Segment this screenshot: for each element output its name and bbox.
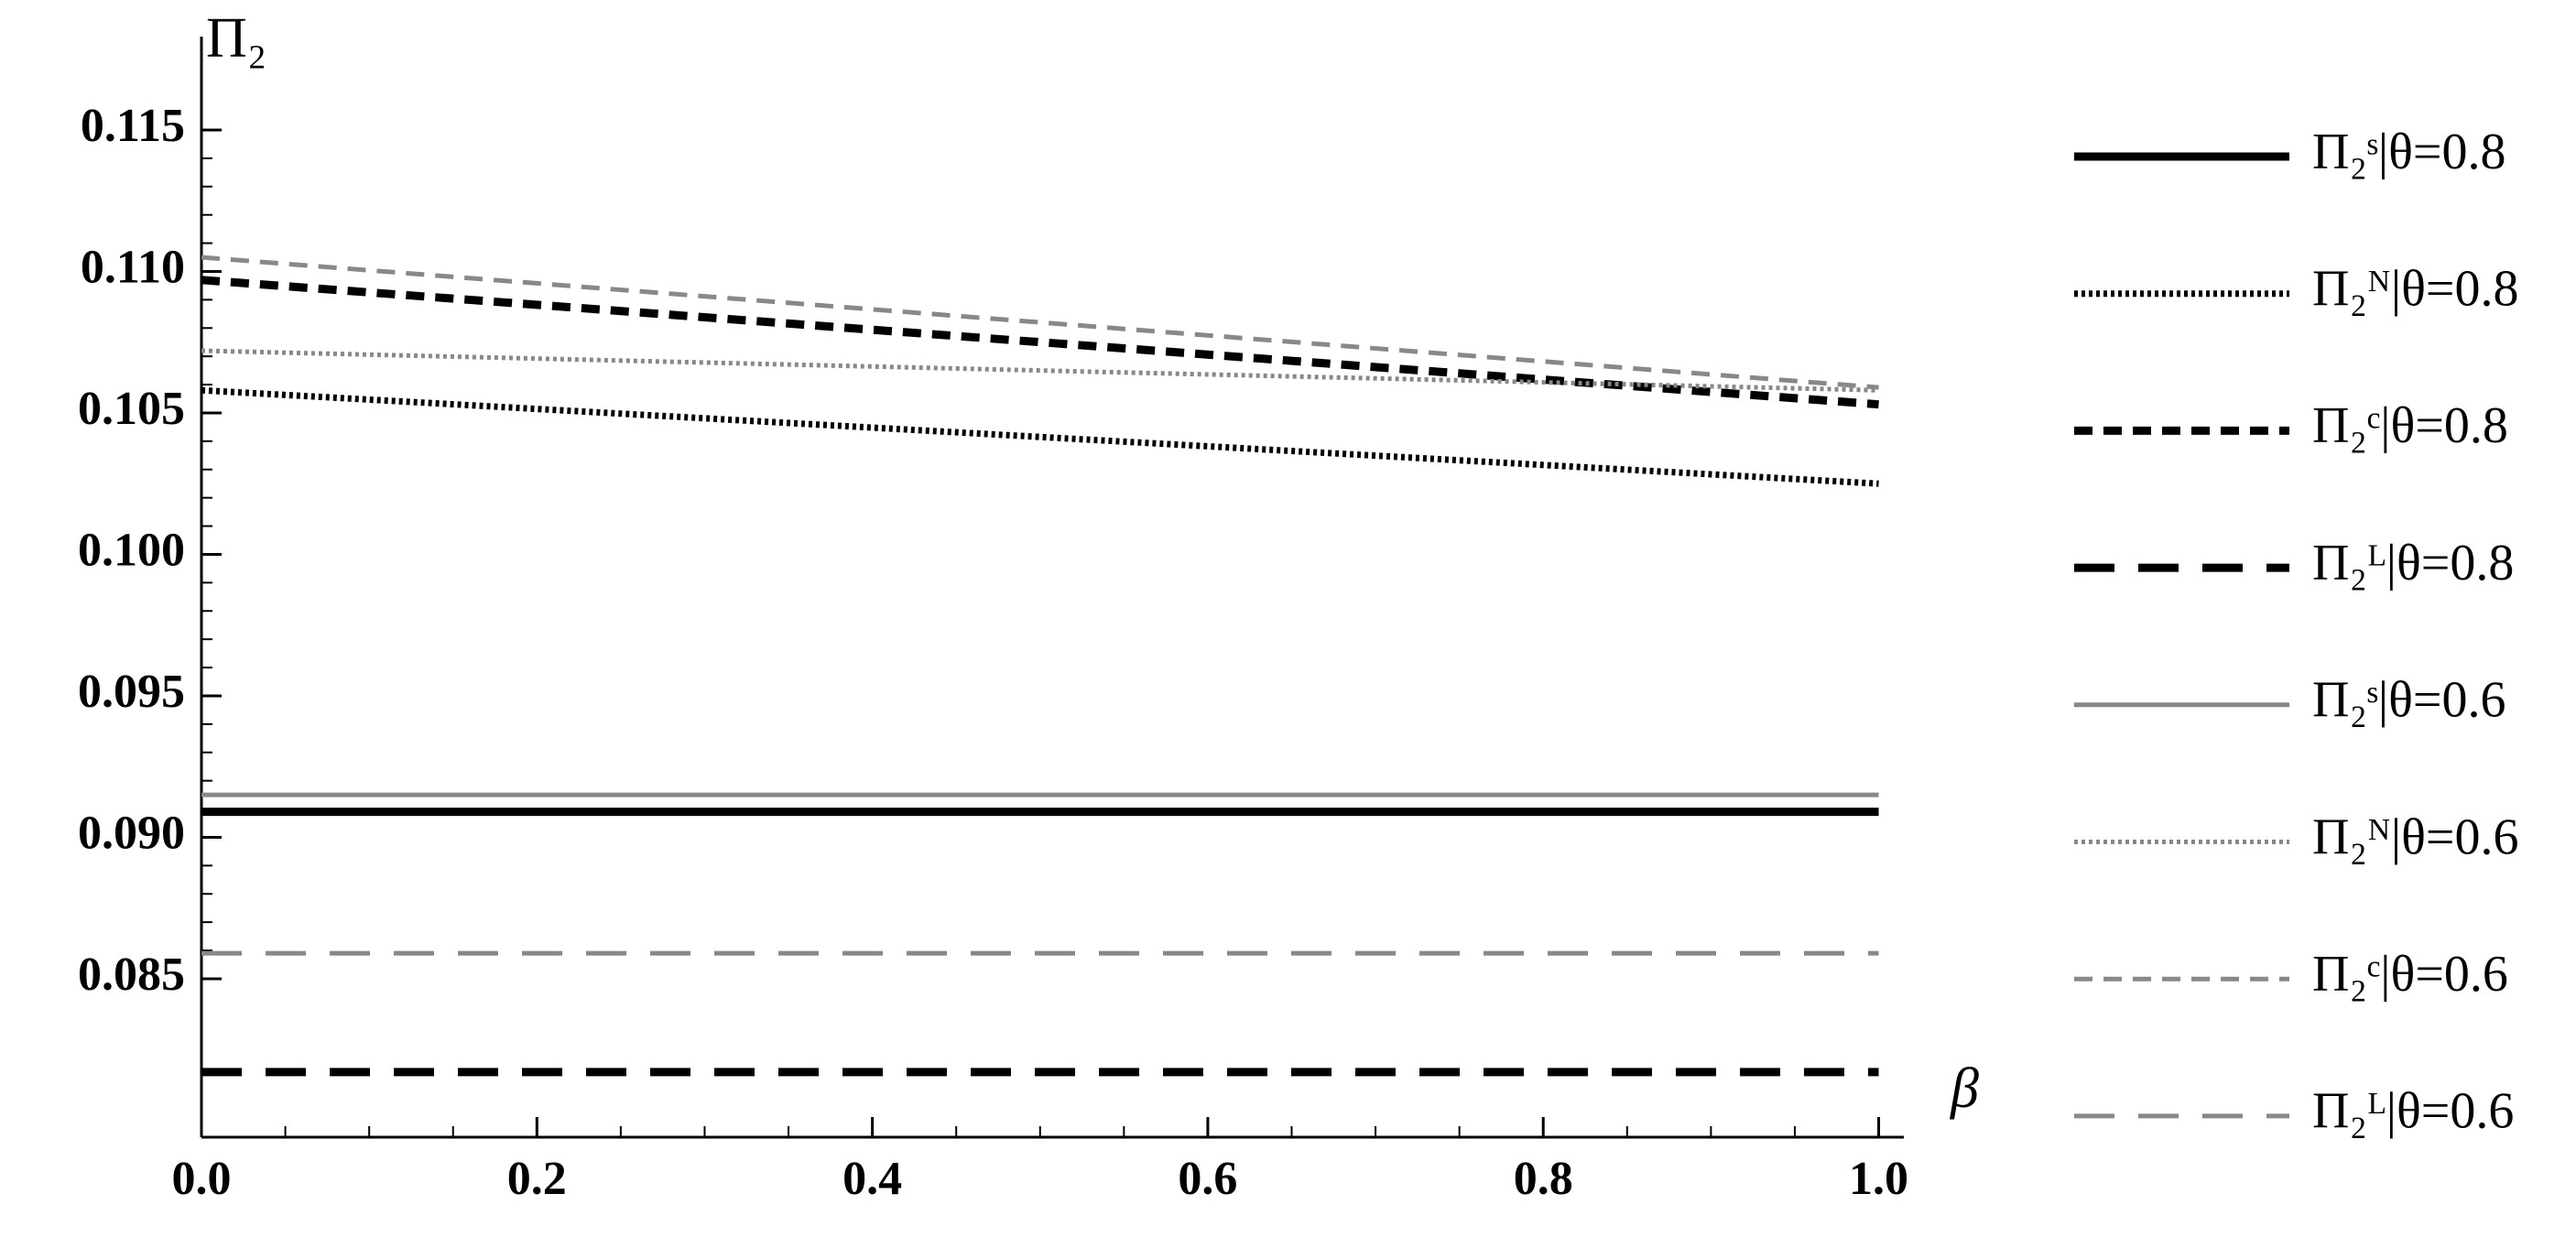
legend-label: Π₂ᴸ|θ=0.8 [2312,535,2514,591]
x-tick-label: 0.8 [1514,1153,1573,1205]
y-tick-label: 0.110 [81,241,185,293]
y-tick-label: 0.105 [78,383,185,435]
x-tick-label: 0.6 [1178,1153,1237,1205]
series-line [201,348,1879,393]
x-tick-label: 1.0 [1849,1153,1908,1205]
series-line [201,386,1879,487]
y-axis-label: Π₂ [206,7,266,70]
legend-label: Π₂ˢ|θ=0.6 [2312,672,2505,729]
legend-label: Π₂ˢ|θ=0.8 [2312,124,2505,180]
legend-label: Π₂ᴸ|θ=0.6 [2312,1083,2514,1140]
series-line [201,276,1879,409]
x-axis-label: β [1950,1058,1979,1120]
y-tick-label: 0.115 [81,100,185,152]
x-tick-label: 0.0 [172,1153,232,1205]
y-tick-label: 0.090 [78,807,185,859]
y-tick-label: 0.095 [78,666,185,718]
y-tick-label: 0.100 [78,524,185,576]
legend-label: Π₂ᶜ|θ=0.8 [2312,397,2508,454]
series-line [201,255,1879,390]
legend-label: Π₂ᴺ|θ=0.8 [2312,261,2518,318]
x-tick-label: 0.4 [842,1153,902,1205]
legend-label: Π₂ᶜ|θ=0.6 [2312,946,2508,1003]
y-tick-label: 0.085 [78,949,185,1001]
x-tick-label: 0.2 [507,1153,567,1205]
legend-label: Π₂ᴺ|θ=0.6 [2312,808,2518,865]
